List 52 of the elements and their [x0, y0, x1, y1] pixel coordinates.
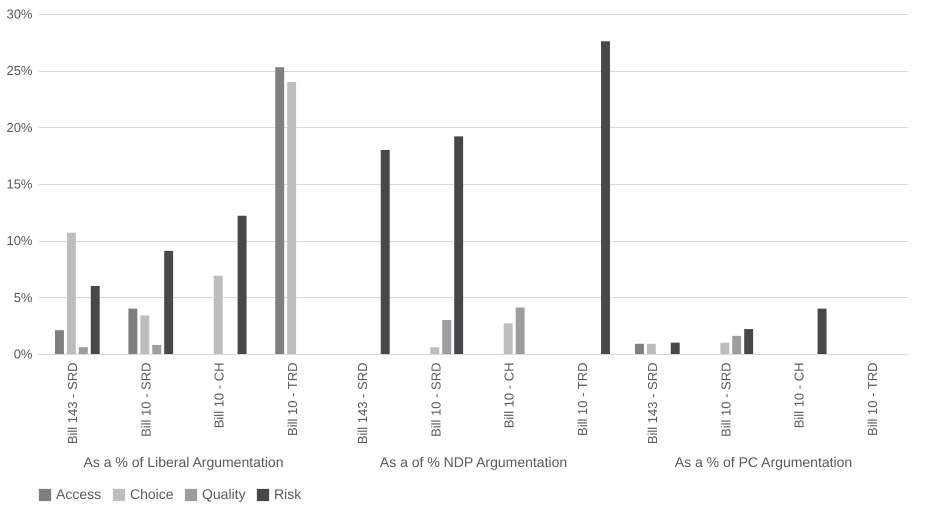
bar [140, 315, 150, 354]
legend-label: Quality [202, 486, 246, 502]
bar [164, 250, 174, 354]
bar [380, 150, 390, 354]
legend-label: Choice [130, 486, 174, 502]
y-tick-label: 0% [14, 346, 33, 362]
bar [54, 330, 64, 354]
bar [214, 276, 223, 354]
y-tick-label: 30% [6, 6, 33, 22]
y-tick-label: 20% [6, 120, 33, 135]
x-tick-label: Bill 10 - CH [792, 362, 807, 428]
x-tick-label: Bill 143 - SRD [64, 362, 80, 444]
bar [287, 82, 296, 354]
bar [634, 344, 644, 354]
bar [454, 136, 464, 354]
x-tick-label: Bill 10 - SRD [138, 362, 154, 437]
legend-label: Access [56, 486, 102, 502]
y-tick-label: 25% [6, 63, 33, 78]
bar [128, 308, 138, 354]
y-tick-label: 5% [14, 290, 33, 305]
x-axis-title: As a % of Liberal Argumentation [83, 454, 284, 470]
bar [152, 344, 162, 354]
x-tick-label: Bill 10 - SRD [428, 362, 444, 437]
bar [275, 67, 284, 354]
x-tick-label: Bill 143 - SRD [354, 362, 370, 444]
bar [66, 232, 76, 354]
x-tick-label: Bill 10 - TRD [865, 362, 880, 436]
bar [504, 323, 513, 354]
x-axis-title: As a of % NDP Argumentation [380, 454, 568, 470]
bar [818, 308, 827, 354]
bar [744, 329, 754, 354]
x-tick-label: Bill 10 - TRD [575, 362, 590, 436]
x-tick-label: Bill 10 - CH [502, 362, 517, 428]
x-tick-label: Bill 143 - SRD [644, 362, 660, 444]
x-axis-title: As a % of PC Argumentation [674, 454, 852, 470]
bar [732, 336, 742, 354]
bar [720, 342, 730, 354]
y-tick-label: 15% [6, 176, 33, 192]
bar [78, 347, 88, 354]
bar [516, 308, 525, 354]
y-tick-label: 10% [6, 233, 33, 248]
x-tick-label: Bill 10 - CH [212, 362, 227, 428]
bar [646, 344, 656, 354]
legend-label: Risk [274, 486, 302, 502]
bar [238, 216, 247, 354]
x-tick-label: Bill 10 - TRD [285, 362, 300, 436]
x-tick-label: Bill 10 - SRD [718, 362, 734, 437]
bar [430, 347, 440, 354]
bar [442, 320, 452, 354]
bar [601, 41, 610, 354]
bar [670, 342, 680, 354]
bar [90, 286, 100, 354]
